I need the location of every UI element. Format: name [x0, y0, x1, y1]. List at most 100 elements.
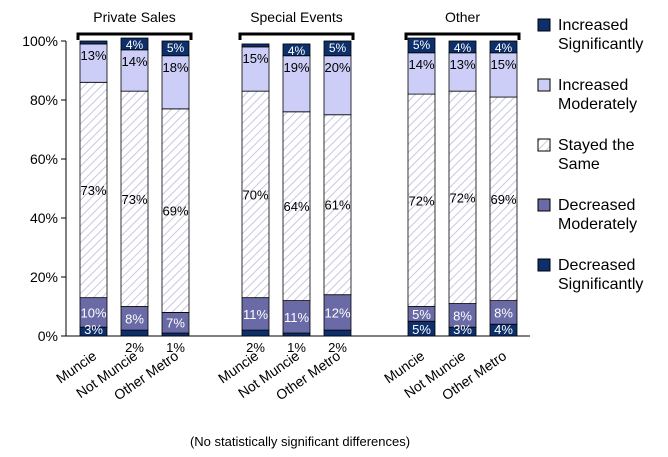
- data-label: 18%: [162, 60, 188, 75]
- bar-segment: [241, 43, 270, 48]
- bar-segment: [407, 93, 436, 307]
- bar-segment: [448, 40, 477, 54]
- data-label: 7%: [166, 316, 185, 331]
- footnote: (No statistically significant difference…: [190, 434, 410, 449]
- data-label: 3%: [453, 322, 472, 337]
- data-label: 4%: [454, 41, 472, 55]
- bar-segment: [241, 329, 270, 337]
- data-label: 4%: [288, 44, 306, 58]
- data-label: 2%: [328, 340, 347, 355]
- legend-swatch: [537, 198, 551, 212]
- bar-segment: [282, 43, 311, 57]
- data-label: 2%: [125, 340, 144, 355]
- bar-segment: [120, 37, 149, 51]
- data-label: 19%: [283, 60, 309, 75]
- data-label: 4%: [495, 41, 513, 55]
- y-tick-label: 80%: [30, 92, 58, 108]
- y-tick-label: 60%: [30, 151, 58, 167]
- data-label: 14%: [121, 54, 147, 69]
- bar-segment: [120, 49, 149, 92]
- legend-label: Same: [558, 156, 600, 173]
- group-bracket: [76, 32, 193, 40]
- bar-segment: [323, 55, 352, 116]
- legend-label: Significantly: [558, 276, 643, 293]
- data-label: 5%: [167, 41, 185, 55]
- y-tick-label: 0%: [38, 328, 58, 344]
- data-label: 61%: [324, 198, 350, 213]
- data-label: 5%: [413, 38, 431, 52]
- legend-label: Moderately: [558, 96, 637, 113]
- bar-segment: [79, 40, 108, 45]
- y-tick-label: 40%: [30, 210, 58, 226]
- bar-segment: [448, 52, 477, 92]
- data-label: 5%: [412, 307, 431, 322]
- bar-segment: [407, 52, 436, 95]
- bar-segment: [120, 90, 149, 307]
- data-label: 5%: [329, 41, 347, 55]
- legend-swatch: [537, 138, 551, 152]
- data-label: 8%: [494, 305, 513, 320]
- legend-label: Decreased: [558, 257, 635, 274]
- data-label: 3%: [84, 322, 103, 337]
- data-label: 15%: [490, 57, 516, 72]
- bar-segment: [489, 52, 518, 98]
- bar-segment: [161, 108, 190, 313]
- group-bracket: [404, 32, 521, 40]
- legend-label: Increased: [558, 77, 628, 94]
- legend-swatch: [537, 78, 551, 92]
- data-label: 2%: [246, 340, 265, 355]
- y-tick-label: 20%: [30, 269, 58, 285]
- data-label: 4%: [126, 38, 144, 52]
- data-label: 13%: [449, 57, 475, 72]
- legend-label: Decreased: [558, 197, 635, 214]
- legend-swatch: [537, 258, 551, 272]
- bars: [79, 37, 518, 337]
- data-label: 4%: [494, 322, 513, 337]
- bar-segment: [282, 332, 311, 337]
- data-label: 64%: [283, 199, 309, 214]
- bar-segment: [161, 332, 190, 337]
- data-label: 13%: [80, 48, 106, 63]
- data-label: 8%: [453, 308, 472, 323]
- group-label: Other: [445, 9, 480, 25]
- data-label: 1%: [287, 340, 306, 355]
- data-label: 14%: [408, 57, 434, 72]
- bar-segment: [323, 329, 352, 337]
- legend-label: Stayed the: [558, 137, 635, 154]
- bar-segment: [323, 40, 352, 57]
- data-label: 69%: [490, 192, 516, 207]
- bar-segment: [79, 43, 108, 83]
- group-label: Private Sales: [93, 9, 175, 25]
- bar-segment: [241, 297, 270, 331]
- data-label: 12%: [324, 305, 350, 320]
- legend-label: Increased: [558, 17, 628, 34]
- data-label: 10%: [80, 305, 106, 320]
- data-label: 5%: [412, 322, 431, 337]
- data-label: 73%: [80, 183, 106, 198]
- data-label: 70%: [242, 187, 268, 202]
- bar-segment: [241, 90, 270, 299]
- bar-segment: [489, 96, 518, 302]
- group-label: Special Events: [250, 9, 343, 25]
- data-label: 15%: [242, 51, 268, 66]
- legend-label: Significantly: [558, 36, 643, 53]
- bar-segment: [161, 40, 190, 57]
- legend-swatch: [537, 18, 551, 32]
- data-labels: 3% 10% 73% 13% 2% 8% 73% 14% 4% 1% 7% 69% 18% 5% 2% 11%…: [80, 38, 516, 355]
- data-label: 72%: [408, 193, 434, 208]
- y-tick-label: 100%: [22, 33, 58, 49]
- bar-segment: [407, 37, 436, 54]
- group-bracket: [238, 32, 355, 40]
- bar-segment: [489, 40, 518, 54]
- legend: Increased Significantly Increased Moderatel…: [537, 17, 643, 293]
- data-label: 11%: [284, 310, 309, 325]
- data-label: 69%: [162, 204, 188, 219]
- data-label: 73%: [121, 192, 147, 207]
- bar-segment: [79, 81, 108, 299]
- bar-segment: [120, 329, 149, 337]
- group-headers: Private Sales Special Events Other: [76, 9, 521, 40]
- data-label: 8%: [125, 311, 144, 326]
- legend-label: Moderately: [558, 216, 637, 233]
- bar-segment: [282, 55, 311, 113]
